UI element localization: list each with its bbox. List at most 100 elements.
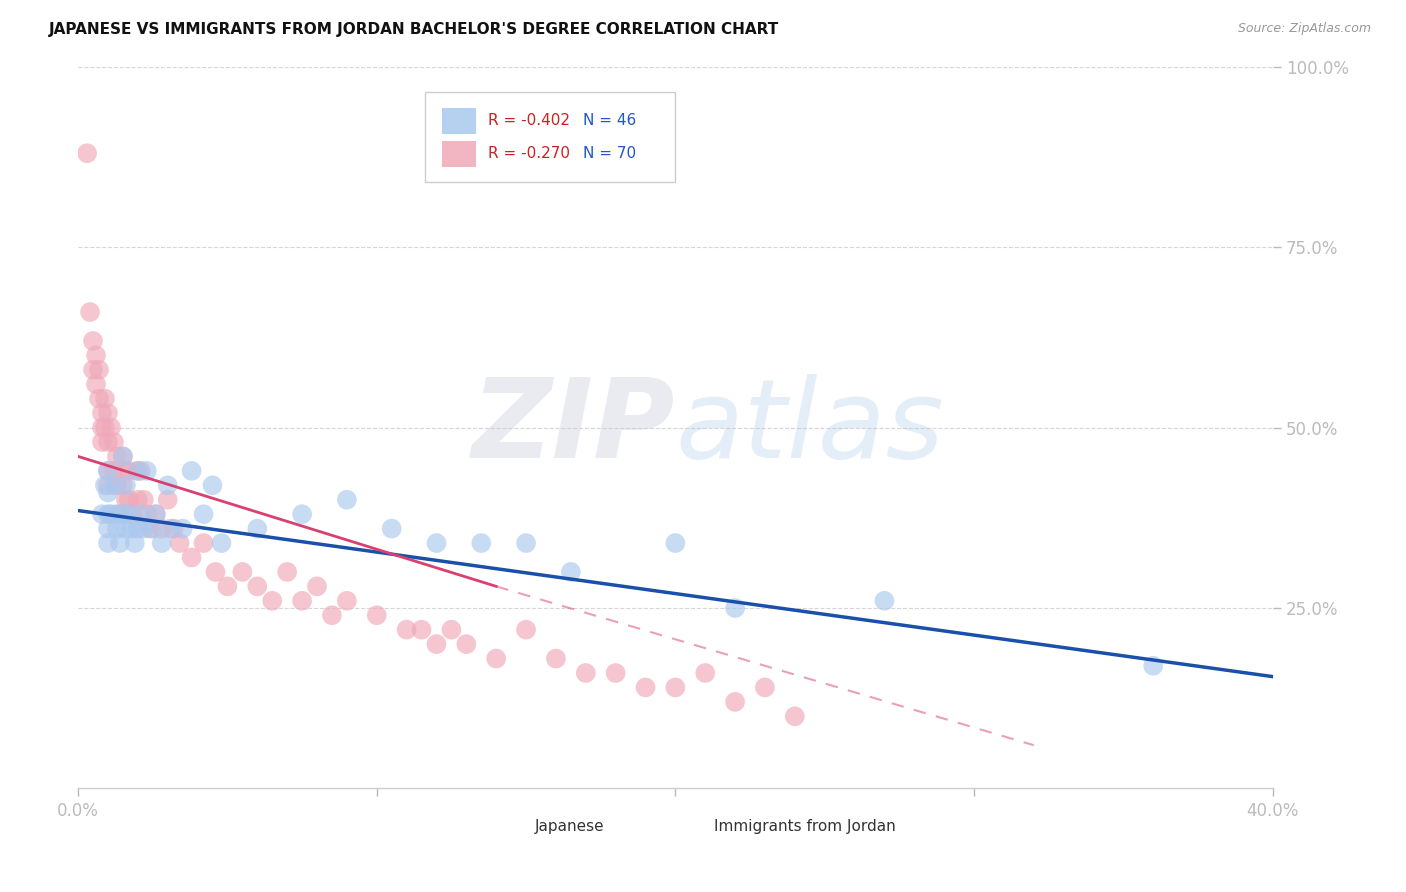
Point [695,665,717,680]
Point [724,695,747,709]
Point [87,392,110,406]
Point [336,492,359,507]
Point [91,406,114,420]
Point [132,522,155,536]
Point [634,681,657,695]
Point [105,507,128,521]
Point [105,522,128,536]
Point [440,623,463,637]
Point [127,464,149,478]
Point [97,522,120,536]
Point [664,536,686,550]
Point [142,522,165,536]
Point [395,623,418,637]
Point [121,507,143,521]
Point [193,507,215,521]
Point [145,507,167,521]
Point [79,305,101,319]
Point [105,478,128,492]
Point [754,681,776,695]
Point [111,507,134,521]
Point [211,536,233,550]
Point [103,464,125,478]
Point [159,522,181,536]
Point [180,550,202,565]
Point [139,522,162,536]
Point [91,507,114,521]
FancyBboxPatch shape [675,816,706,838]
Point [76,146,98,161]
Point [127,464,149,478]
Point [204,565,226,579]
Point [336,594,359,608]
Point [246,579,269,593]
Point [94,392,117,406]
Point [94,478,117,492]
Point [783,709,806,723]
Text: R = -0.270: R = -0.270 [488,146,569,161]
Point [132,492,155,507]
FancyBboxPatch shape [443,141,475,167]
Point [172,522,194,536]
Point [105,450,128,464]
Point [1142,658,1164,673]
Point [118,507,141,521]
Point [115,464,138,478]
Point [97,478,120,492]
Point [103,478,125,492]
Point [97,435,120,450]
Text: atlas: atlas [675,374,943,481]
Point [97,536,120,550]
Point [111,450,134,464]
Point [276,565,298,579]
Point [664,681,686,695]
Point [115,492,138,507]
Text: Source: ZipAtlas.com: Source: ZipAtlas.com [1237,22,1371,36]
Point [124,536,146,550]
Point [97,406,120,420]
Point [169,536,191,550]
Point [100,420,122,434]
Point [103,435,125,450]
Point [135,507,157,521]
Point [91,435,114,450]
Point [108,536,131,550]
Point [163,522,186,536]
FancyBboxPatch shape [443,108,475,134]
Point [111,478,134,492]
Point [217,579,239,593]
Point [115,522,138,536]
Point [515,623,537,637]
Point [456,637,478,651]
Point [82,363,104,377]
Point [515,536,537,550]
Text: N = 46: N = 46 [583,113,637,128]
Point [575,665,598,680]
Text: N = 70: N = 70 [583,146,637,161]
Point [425,637,447,651]
Point [201,478,224,492]
Point [305,579,328,593]
Point [231,565,253,579]
Point [470,536,492,550]
Point [115,478,138,492]
Point [150,536,173,550]
Point [145,507,167,521]
Point [100,507,122,521]
Point [560,565,582,579]
FancyBboxPatch shape [425,92,675,182]
Point [84,377,107,392]
Point [425,536,447,550]
Point [111,450,134,464]
Point [156,492,179,507]
Point [97,464,120,478]
Point [127,492,149,507]
Point [135,464,157,478]
Point [87,363,110,377]
Point [129,464,152,478]
Point [544,651,567,665]
Point [873,594,896,608]
Point [411,623,433,637]
Point [121,522,143,536]
Point [291,507,314,521]
